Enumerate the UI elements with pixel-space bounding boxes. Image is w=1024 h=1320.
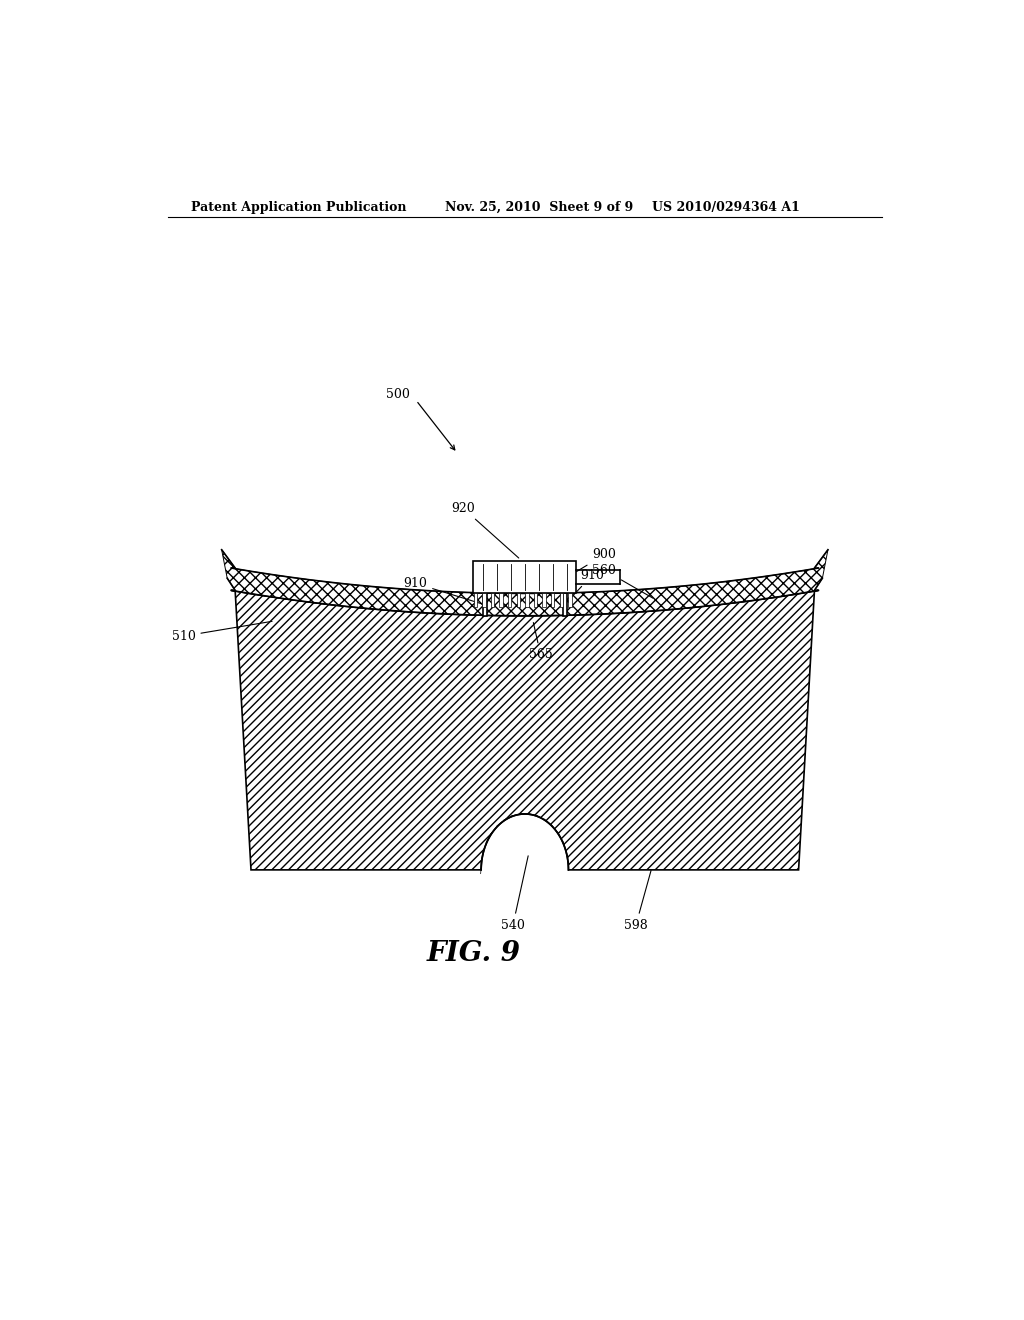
Polygon shape xyxy=(231,590,818,870)
Bar xyxy=(482,594,485,607)
Text: 598: 598 xyxy=(624,870,651,932)
Bar xyxy=(525,594,528,607)
Text: 910: 910 xyxy=(403,577,481,603)
Text: 560: 560 xyxy=(592,564,653,598)
Bar xyxy=(508,594,511,607)
Bar xyxy=(568,594,571,607)
Text: FIG. 9: FIG. 9 xyxy=(426,940,520,966)
Text: 900: 900 xyxy=(577,548,616,572)
Bar xyxy=(560,594,563,607)
Bar xyxy=(482,594,486,615)
Bar xyxy=(517,594,520,607)
Bar xyxy=(563,594,567,615)
Text: US 2010/0294364 A1: US 2010/0294364 A1 xyxy=(652,201,800,214)
Bar xyxy=(534,594,538,607)
Bar xyxy=(551,594,554,607)
Bar xyxy=(543,594,546,607)
Text: Patent Application Publication: Patent Application Publication xyxy=(191,201,407,214)
Text: Nov. 25, 2010  Sheet 9 of 9: Nov. 25, 2010 Sheet 9 of 9 xyxy=(445,201,634,214)
Bar xyxy=(500,594,503,607)
Bar xyxy=(473,561,577,594)
Polygon shape xyxy=(221,549,828,615)
Bar xyxy=(474,594,477,607)
Text: 910: 910 xyxy=(566,569,604,602)
Text: 510: 510 xyxy=(172,622,272,643)
Text: 565: 565 xyxy=(528,623,553,661)
Bar xyxy=(490,594,495,607)
Text: 500: 500 xyxy=(386,388,410,401)
Text: 540: 540 xyxy=(501,855,528,932)
Text: 920: 920 xyxy=(451,502,519,558)
